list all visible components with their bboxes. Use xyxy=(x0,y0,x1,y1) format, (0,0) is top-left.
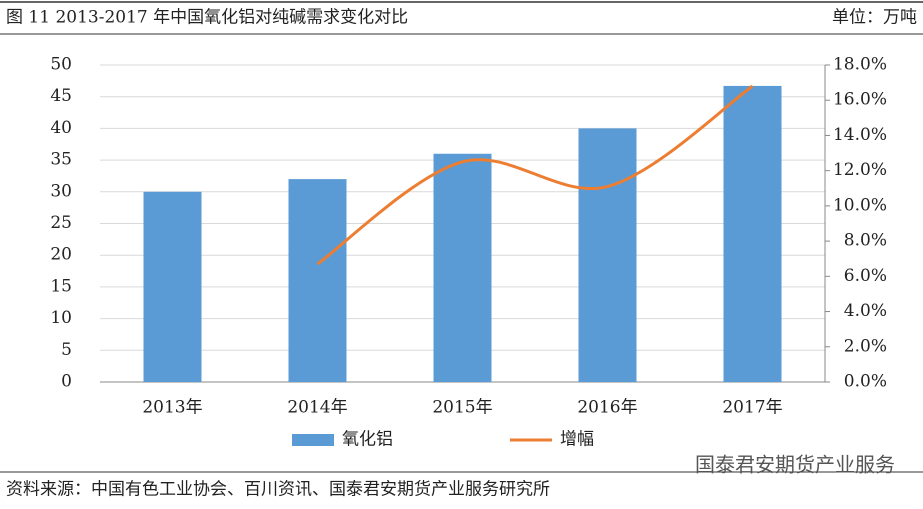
y-tick-label: 40 xyxy=(50,118,72,138)
y-tick-label: 30 xyxy=(50,181,72,201)
source-note: 资料来源：中国有色工业协会、百川资讯、国泰君安期货产业服务研究所 xyxy=(6,480,550,500)
x-tick-label: 2015年 xyxy=(432,398,492,418)
bar xyxy=(288,179,347,382)
legend-label: 氧化铝 xyxy=(342,430,393,450)
bar xyxy=(433,153,492,382)
x-tick-label: 2017年 xyxy=(722,398,782,418)
y-tick-label: 15 xyxy=(50,276,72,296)
y-tick-label: 35 xyxy=(50,150,72,170)
x-tick-label: 2013年 xyxy=(142,398,202,418)
y2-tick-label: 2.0% xyxy=(844,336,887,356)
y-tick-label: 20 xyxy=(50,245,72,265)
bar xyxy=(143,191,202,382)
legend-swatch xyxy=(292,434,334,446)
y2-tick-label: 16.0% xyxy=(833,90,887,110)
y2-tick-label: 8.0% xyxy=(844,231,887,251)
y2-tick-label: 14.0% xyxy=(833,125,887,145)
watermark: 国泰君安期货产业服务 xyxy=(695,453,895,477)
x-tick-label: 2014年 xyxy=(287,398,347,418)
x-tick-label: 2016年 xyxy=(577,398,637,418)
unit-label: 单位：万吨 xyxy=(832,8,917,28)
y2-tick-label: 4.0% xyxy=(844,301,887,321)
y2-tick-label: 0.0% xyxy=(844,372,887,392)
y-tick-label: 5 xyxy=(61,340,72,360)
y-tick-label: 0 xyxy=(61,372,72,392)
line xyxy=(316,84,754,266)
y2-tick-label: 6.0% xyxy=(844,266,887,286)
y-tick-label: 50 xyxy=(50,55,72,75)
bar xyxy=(578,128,637,382)
y2-tick-label: 10.0% xyxy=(833,195,887,215)
y2-tick-label: 12.0% xyxy=(833,160,887,180)
y-tick-label: 25 xyxy=(50,213,72,233)
legend-label: 增幅 xyxy=(560,430,594,450)
y-tick-label: 45 xyxy=(50,86,72,106)
bar xyxy=(723,85,782,382)
y-tick-label: 10 xyxy=(50,308,72,328)
chart-title: 图 11 2013-2017 年中国氧化铝对纯碱需求变化对比 xyxy=(6,8,408,28)
y2-tick-label: 18.0% xyxy=(833,55,887,75)
